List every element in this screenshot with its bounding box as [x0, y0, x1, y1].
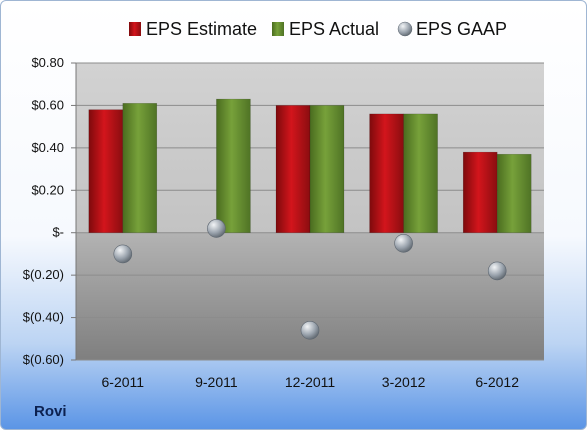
legend-gaap-swatch: [397, 21, 413, 37]
estimate-bar: [275, 105, 311, 233]
y-tick-label: $0.80: [31, 55, 64, 70]
plot-area-negative: [76, 232, 544, 360]
gaap-marker: [487, 261, 507, 281]
actual-bar: [403, 113, 438, 233]
legend-gaap-label: EPS GAAP: [416, 19, 507, 39]
x-tick-label: 6-2011: [102, 374, 145, 390]
gaap-marker: [394, 234, 413, 253]
y-tick-label: $0.60: [31, 97, 64, 112]
estimate-bar: [88, 109, 124, 233]
x-tick-label: 9-2011: [195, 374, 238, 390]
actual-bar: [496, 153, 532, 233]
x-tick-label: 6-2012: [475, 374, 519, 390]
y-tick-label: $0.40: [31, 140, 64, 155]
x-tick-label: 12-2011: [285, 374, 336, 390]
actual-bar: [122, 103, 158, 233]
actual-bar: [309, 105, 345, 233]
y-tick-label: $(0.60): [23, 352, 64, 367]
gaap-marker: [207, 219, 226, 238]
legend-estimate-swatch: [129, 22, 141, 36]
y-tick-label: $(0.40): [23, 310, 64, 325]
estimate-bar: [369, 113, 404, 233]
gaap-marker: [113, 244, 133, 264]
x-tick-label: 3-2012: [382, 374, 426, 390]
company-label: Rovi: [34, 403, 67, 420]
legend-actual-label: EPS Actual: [289, 19, 379, 39]
legend-estimate-label: EPS Estimate: [146, 19, 257, 39]
y-tick-label: $-: [52, 225, 64, 240]
y-tick-label: $(0.20): [23, 267, 64, 282]
estimate-bar: [462, 151, 498, 233]
legend-actual-swatch: [272, 22, 284, 36]
gaap-marker: [300, 320, 320, 340]
actual-bar: [216, 98, 251, 233]
y-tick-label: $0.20: [31, 182, 64, 197]
